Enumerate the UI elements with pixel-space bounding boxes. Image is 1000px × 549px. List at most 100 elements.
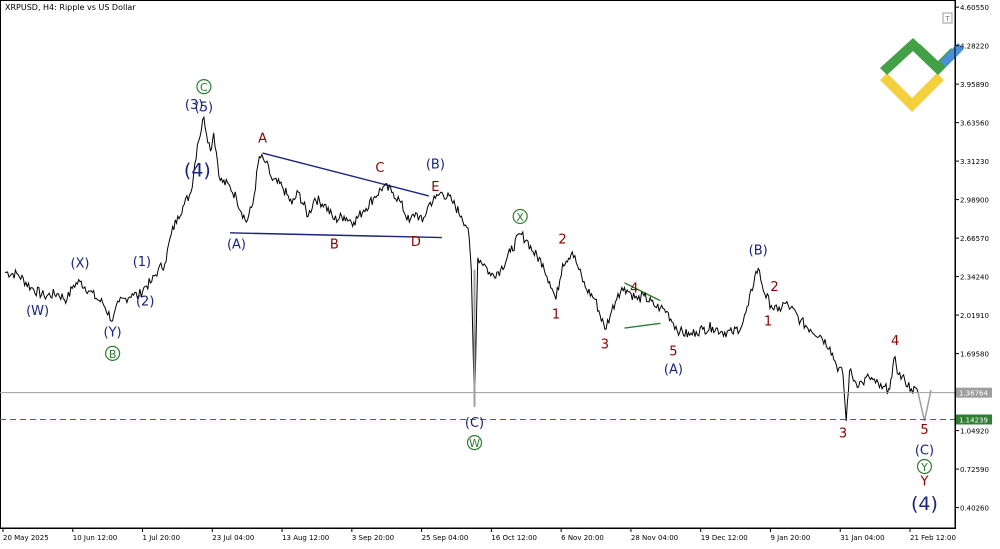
y-tick-label: 1.04920 [960,428,989,436]
wave-annotations: (W) (X) (Y) B (1) (2) (3) (4) (5) C A (A) B C D E (B) (C)… [26,79,938,515]
y-axis: 4.60550 4.28220 3.95890 3.63560 3.31230 2.989… [954,1,992,528]
symbol-caption: XRPUSD, H4: Ripple vs US Dollar [5,3,136,12]
wave-label: (Y) [104,325,122,340]
wave-label: (1) [133,255,151,270]
wave-label-text: (Y) [104,325,122,340]
wave-circle [196,79,212,95]
wave-label: (C) [915,443,934,458]
x-tick-label: 19 Dec 12:00 [701,534,748,542]
wave-label-text: (3) [185,98,203,113]
wave-label-text: D [411,235,421,250]
wave-label: C [196,79,212,95]
y-tick-label: 4.28220 [960,43,989,51]
x-tick-label: 23 Jul 04:00 [212,534,254,542]
wave-label: (B) [426,158,445,173]
corner-t-box[interactable]: T [942,12,953,24]
wave-label-text: (4) [911,493,938,515]
wave-label: (X) [70,256,89,271]
wave-label-text: 1 [552,308,560,323]
wave-label: 2 [770,280,778,295]
wave-label: 3 [839,427,847,442]
wave-label: X [512,208,528,225]
wave-label-text: 4 [630,281,638,296]
wave-label-text: (C) [465,416,484,431]
wave-label: (3) [185,98,203,113]
y-tick-label: 2.01910 [960,312,989,320]
wave-label: (4) [911,493,938,515]
t-box-glyph: T [944,15,950,23]
wave-label-text: (A) [227,237,246,252]
wave-label-text: 5 [920,423,928,438]
wave-label-text: Y [920,461,928,474]
wave-label-text: B [109,348,117,361]
wave-label-text: (X) [70,256,89,271]
wave-label: (W) [26,304,49,319]
y-tick-label: 3.31230 [960,158,989,166]
wave-label: (4) [184,159,211,181]
wave-label: (A) [227,237,246,252]
wave-circle [916,458,933,475]
wave-circle [104,345,121,361]
wave-label-text: 1 [764,315,772,330]
y-tick-label: 0.40260 [960,505,989,513]
x-tick-label: 31 Jan 04:00 [840,534,884,542]
trendline-1[interactable] [229,232,442,239]
wave-circle [512,208,528,225]
trendline-0[interactable] [262,152,430,197]
x-tick-label: 1 Jul 20:00 [143,534,181,542]
wave-label-text: (W) [26,304,49,319]
y-tick-label: 2.34240 [960,274,989,282]
wave-label-text: B [330,237,339,252]
price-tag-box [956,414,992,425]
price-tag-label: 1.36764 [959,390,988,398]
wave-label-text: (A) [664,362,683,377]
price-tag-label: 1.14239 [959,416,988,424]
y-tick-label: 4.60550 [960,4,989,12]
wave-label-text: (4) [184,159,211,181]
wave-label-text: X [516,211,524,224]
price-level-lines [0,392,955,420]
wave-label: (A) [664,362,683,377]
wave-label: D [411,235,421,250]
wave-label: 2 [558,233,566,248]
wave-label-text: (B) [749,243,768,258]
y-tick-label: 0.72590 [960,466,989,474]
wave-label: 1 [552,308,560,323]
wave-label: (C) [465,416,484,431]
wave-label: 5 [669,344,677,359]
wave-label: Y [916,458,933,475]
wave-label: (5) [195,100,213,115]
wave-label: 5 [920,423,928,438]
wave-label: 4 [630,281,638,296]
x-tick-label: 21 Feb 12:00 [910,534,956,542]
wave-label: A [258,131,267,146]
wave-label-text: 3 [601,337,609,352]
litefinance-logo-icon [880,38,964,112]
t-box-icon[interactable] [942,12,953,24]
trendline-3[interactable] [624,322,661,329]
x-tick-label: 28 Nov 04:00 [631,534,678,542]
wave-label: B [330,237,339,252]
x-tick-label: 10 Jun 12:00 [73,534,117,542]
price-series [4,115,932,422]
wave-label-text: E [431,180,439,195]
wave-label-text: C [375,161,384,176]
wave-label-text: (C) [915,443,934,458]
wave-label-text: C [200,81,208,94]
wave-label-text: A [258,131,267,146]
wave-label-text: (1) [133,255,151,270]
x-tick-label: 13 Aug 12:00 [282,534,329,542]
y-tick-label: 1.69580 [960,351,989,359]
current-price-tag: 1.36764 [956,387,992,398]
wave-label-text: (2) [136,294,154,309]
wave-label: W [466,435,483,451]
trendline-2[interactable] [624,282,661,302]
price-line [4,115,919,422]
wave-label-text: (B) [426,158,445,173]
wave-label: E [431,180,439,195]
wave-label: (2) [136,294,154,309]
y-tick-label: 3.95890 [960,81,989,89]
x-tick-label: 3 Sep 20:00 [352,534,394,542]
